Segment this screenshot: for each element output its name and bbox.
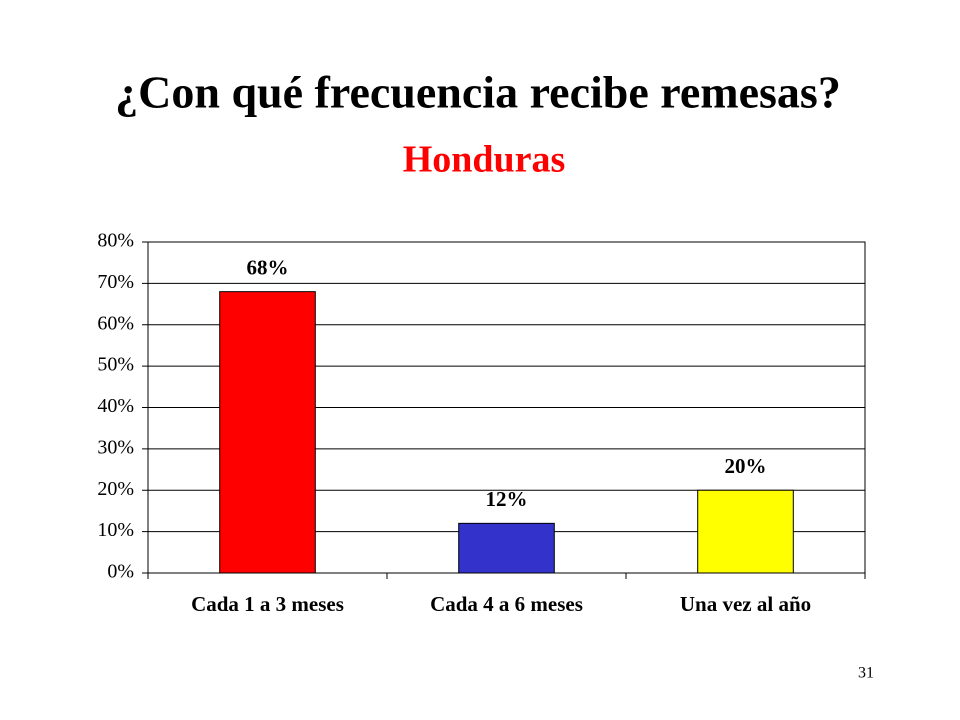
chart-title: ¿Con qué frecuencia recibe remesas? <box>115 67 841 118</box>
y-tick-label: 0% <box>107 561 134 583</box>
y-tick-label: 50% <box>97 354 134 376</box>
data-label: 12% <box>486 487 528 511</box>
y-tick-label: 80% <box>97 230 134 252</box>
x-tick-label: Cada 4 a 6 meses <box>430 592 583 616</box>
data-label: 68% <box>247 255 289 279</box>
x-tick-label: Una vez al año <box>680 592 811 616</box>
data-label: 20% <box>725 454 767 478</box>
x-tick-label: Cada 1 a 3 meses <box>191 592 344 616</box>
bar <box>458 522 555 574</box>
y-tick-label: 20% <box>97 478 134 500</box>
page-number: 31 <box>858 665 874 682</box>
y-tick-label: 70% <box>97 271 134 293</box>
y-tick-label: 10% <box>97 519 134 541</box>
y-tick-label: 60% <box>97 312 134 334</box>
bar <box>219 291 316 574</box>
bar <box>697 489 794 574</box>
chart-subtitle: Honduras <box>403 139 566 181</box>
y-tick-label: 40% <box>97 395 134 417</box>
y-tick-label: 30% <box>97 436 134 458</box>
